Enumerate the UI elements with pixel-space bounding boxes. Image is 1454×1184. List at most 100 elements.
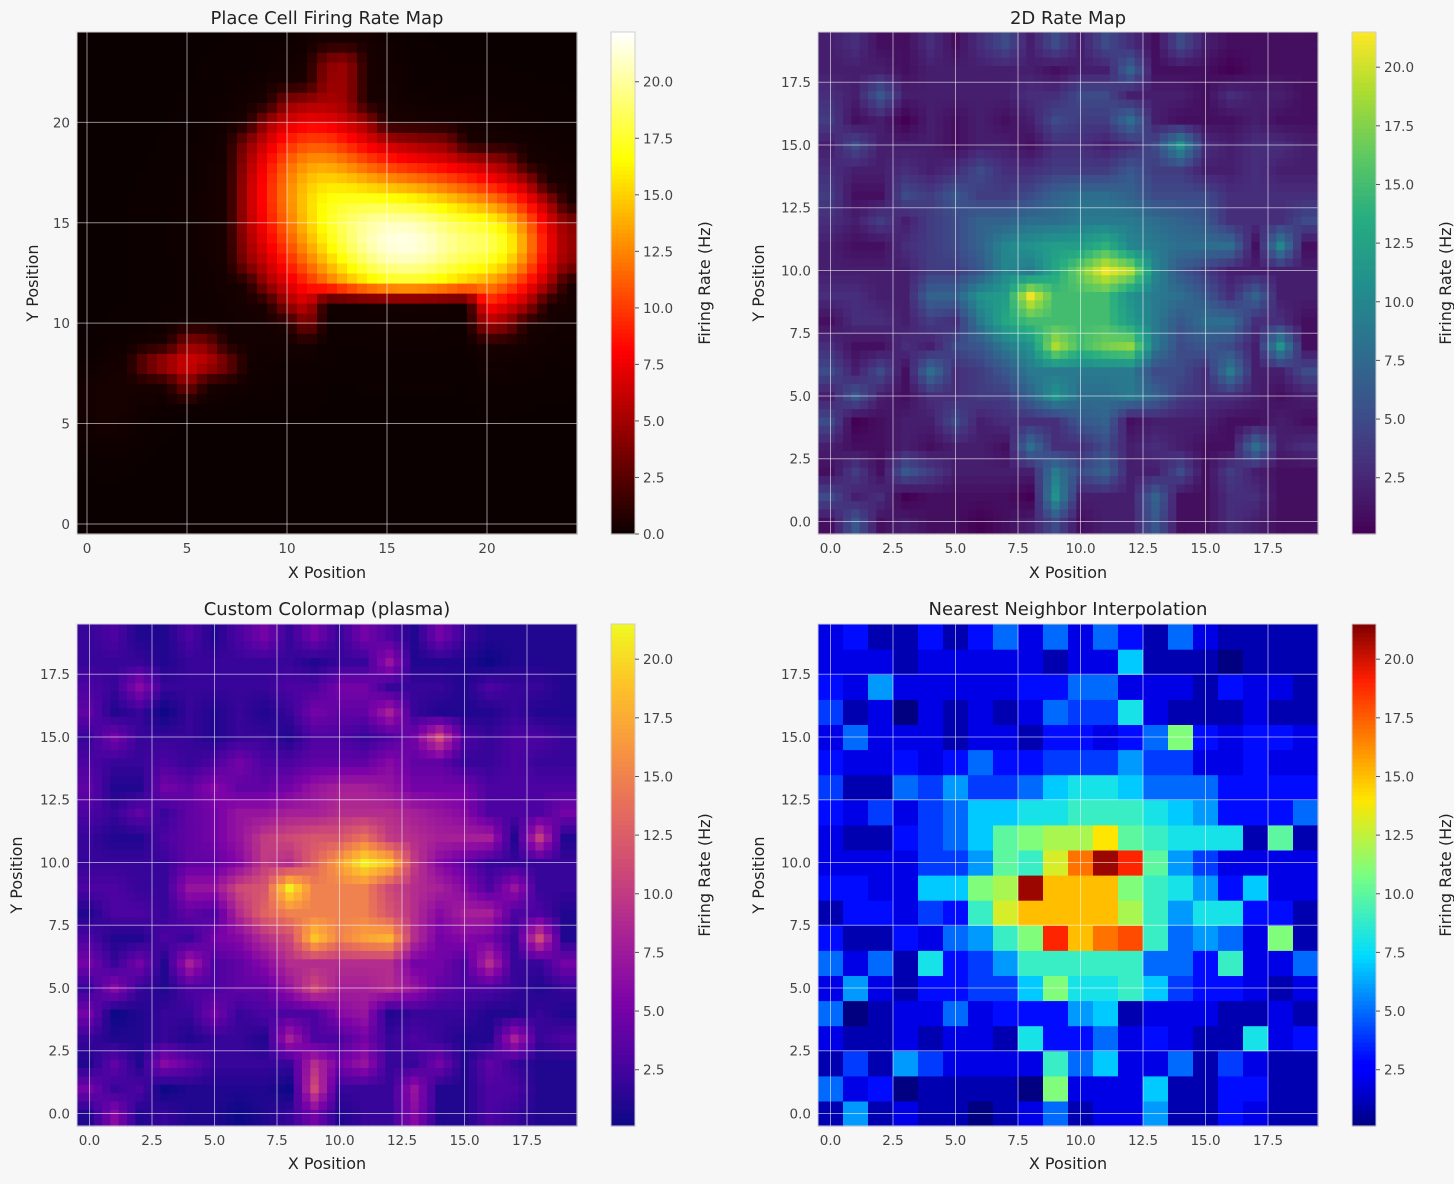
heatmap-cell (117, 122, 128, 133)
heatmap-cell (1026, 366, 1036, 376)
heatmap-cell (1218, 483, 1227, 493)
heatmap-cell (1168, 433, 1177, 443)
heatmap-cell (1009, 257, 1019, 267)
heatmap-cell (1293, 450, 1302, 460)
heatmap-cell (993, 291, 1002, 301)
heatmap-cell (1109, 525, 1119, 535)
heatmap-cell (934, 232, 944, 242)
y-tick-label: 0 (61, 517, 70, 533)
heatmap-cell (297, 513, 308, 525)
heatmap-cell (1101, 416, 1111, 426)
heatmap-cell (427, 142, 438, 154)
heatmap-cell (477, 62, 488, 73)
heatmap-cell (1051, 366, 1061, 376)
heatmap-cell (934, 216, 944, 226)
heatmap-cell (1009, 366, 1019, 376)
heatmap-cell (884, 207, 894, 217)
heatmap-cell (217, 142, 228, 154)
heatmap-cell (1051, 383, 1061, 393)
heatmap-cell (1301, 508, 1311, 518)
heatmap-cell (347, 112, 358, 123)
heatmap-cell (117, 283, 128, 294)
heatmap-cell (97, 343, 108, 354)
heatmap-cell (417, 132, 428, 144)
heatmap-cell (157, 283, 168, 294)
heatmap-cell (1084, 324, 1094, 334)
heatmap-cell (127, 353, 138, 364)
heatmap-cell (467, 32, 478, 43)
heatmap-cell (217, 222, 228, 234)
heatmap-cell (307, 423, 318, 435)
heatmap-cell (1293, 349, 1302, 359)
heatmap-cell (377, 333, 388, 344)
heatmap-cell (909, 492, 919, 502)
heatmap-cell (277, 32, 288, 43)
heatmap-cell (1051, 492, 1061, 502)
heatmap-cell (467, 483, 478, 495)
heatmap-cell (127, 52, 138, 63)
heatmap-cell (1301, 274, 1311, 284)
heatmap-cell (237, 142, 248, 154)
heatmap-cell (427, 413, 438, 425)
heatmap-cell (187, 122, 198, 133)
heatmap-cell (117, 333, 128, 344)
heatmap-cell (167, 393, 178, 405)
heatmap-cell (1034, 316, 1044, 326)
heatmap-cell (217, 473, 228, 485)
heatmap-cell (427, 523, 438, 535)
heatmap-cell (1093, 425, 1102, 435)
heatmap-cell (87, 313, 98, 324)
heatmap-cell (1168, 500, 1177, 510)
heatmap-cell (187, 483, 198, 495)
heatmap-cell (1126, 358, 1136, 368)
colorbar-tick-label: 20.0 (643, 75, 673, 91)
heatmap-cell (157, 483, 168, 495)
heatmap-cell (1184, 508, 1194, 518)
heatmap-cell (217, 242, 228, 254)
heatmap-cell (1134, 341, 1144, 351)
heatmap-cell (247, 122, 258, 133)
heatmap-cell (107, 373, 118, 384)
heatmap-cell (427, 182, 438, 194)
heatmap-cell (127, 142, 138, 154)
heatmap-cell (1268, 500, 1277, 510)
heatmap-cell (1268, 216, 1277, 226)
heatmap-cell (1209, 450, 1219, 460)
heatmap-cell (876, 483, 886, 493)
heatmap-cell (507, 192, 518, 204)
heatmap-cell (487, 283, 498, 294)
heatmap-cell (327, 72, 338, 83)
heatmap-cell (427, 353, 438, 364)
heatmap-cell (1084, 400, 1094, 410)
heatmap-cell (487, 363, 498, 374)
heatmap-cell (257, 212, 268, 224)
heatmap-cell (137, 443, 148, 455)
heatmap-cell (87, 443, 98, 455)
heatmap-cell (367, 343, 378, 354)
heatmap-cell (1001, 324, 1011, 334)
heatmap-cell (1218, 257, 1227, 267)
heatmap-cell (217, 62, 228, 73)
heatmap-cell (909, 291, 919, 301)
heatmap-cell (1243, 324, 1252, 334)
heatmap-cell (297, 192, 308, 204)
heatmap-cell (984, 257, 994, 267)
heatmap-cell (1026, 433, 1036, 443)
heatmap-cell (177, 363, 188, 374)
heatmap-cell (497, 112, 508, 123)
heatmap-cell (1268, 308, 1277, 318)
heatmap-cell (1068, 283, 1077, 292)
heatmap-cell (397, 493, 408, 505)
heatmap-cell (943, 467, 952, 477)
heatmap-cell (1268, 241, 1277, 251)
heatmap-cell (1143, 324, 1152, 334)
heatmap-cell (487, 242, 498, 254)
heatmap-cell (437, 333, 448, 344)
heatmap-cell (147, 142, 158, 154)
heatmap-cell (1276, 400, 1286, 410)
heatmap-cell (297, 32, 308, 43)
heatmap-cell (1018, 324, 1027, 334)
heatmap-cell (1251, 475, 1261, 485)
heatmap-cell (868, 249, 877, 259)
